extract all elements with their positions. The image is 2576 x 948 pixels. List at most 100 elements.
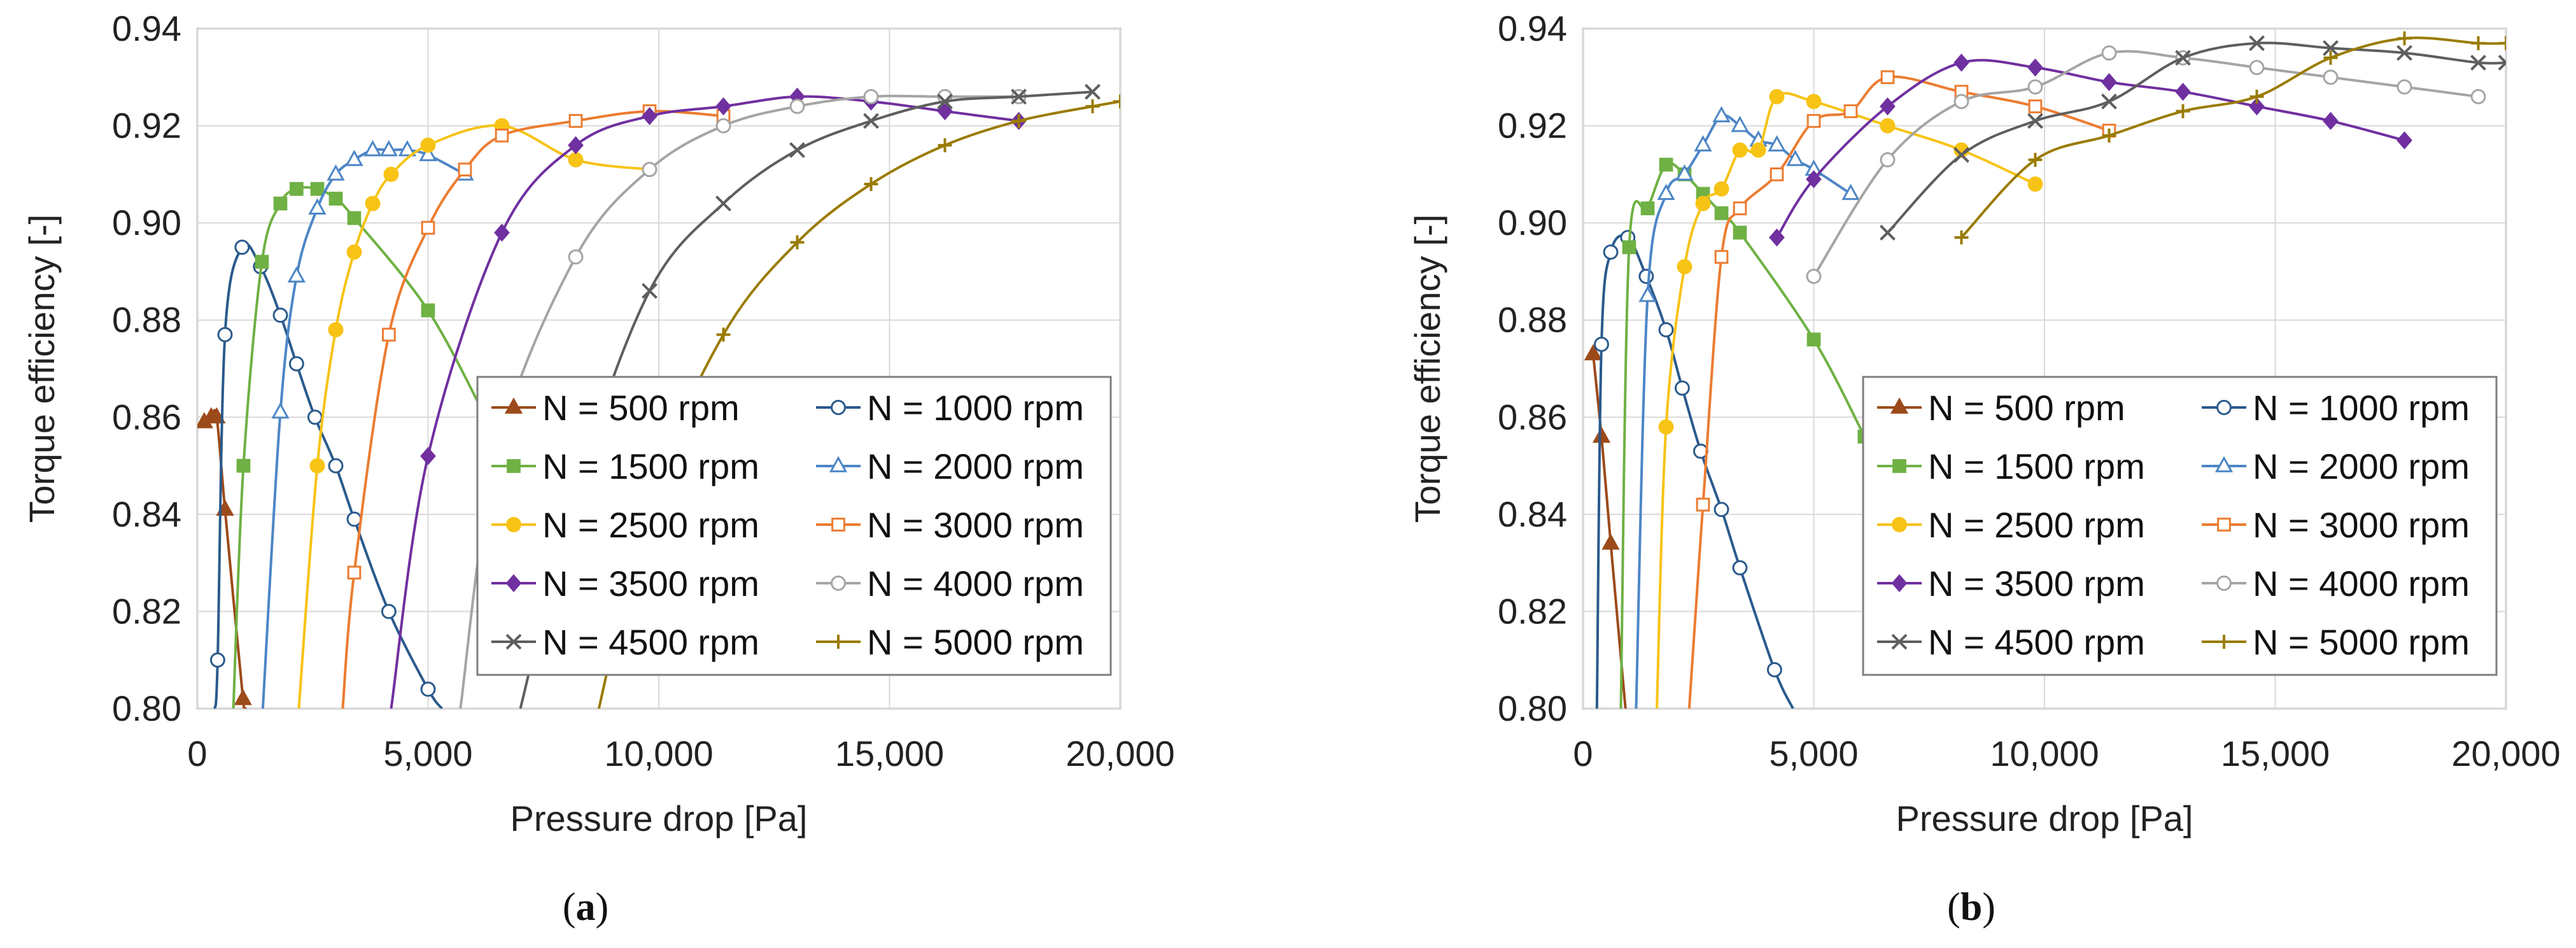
point-b-n-2000-rpm-8 — [1768, 135, 1786, 152]
point-a-n-1500-rpm-1 — [236, 458, 251, 473]
point-b-n-3000-rpm-9 — [2028, 99, 2043, 113]
point-b-n-4000-rpm-2 — [1953, 94, 1969, 110]
point-a-n-4500-rpm-3 — [715, 195, 731, 212]
point-a-n-3500-rpm-4 — [642, 107, 658, 125]
point-b-n-1000-rpm-1 — [1594, 336, 1609, 352]
legend-marker-a-n-3000-rpm — [831, 518, 845, 532]
point-a-n-1000-rpm-6 — [288, 356, 304, 372]
panel-a: 0.80 0.82 0.84 0.86 0.88 0.90 0.92 0.94 0 5,000 1… — [22, 8, 1175, 929]
point-a-n-2000-rpm-8 — [398, 139, 416, 157]
series-b-n-3500-rpm — [1769, 53, 2412, 247]
series-line-b-n-4500-rpm — [1887, 41, 2506, 234]
point-b-n-2500-rpm-4 — [1714, 181, 1729, 197]
legend-label-b-n-3500-rpm: N = 3500 rpm — [1928, 563, 2145, 604]
point-a-n-3000-rpm-6 — [568, 114, 583, 128]
series-line-a-n-1000-rpm — [213, 242, 443, 709]
point-b-n-5000-rpm-4 — [2249, 89, 2264, 104]
point-b-n-3500-rpm-8 — [2323, 111, 2339, 131]
y-tick-label-a-1: 0.82 — [112, 591, 181, 631]
legend-item-b-n-1500-rpm: N = 1500 rpm — [1877, 446, 2145, 486]
point-b-n-3500-rpm-1 — [1806, 170, 1822, 188]
legend-marker-b-n-2000-rpm — [2214, 456, 2234, 472]
y-tick-label-a-4: 0.88 — [112, 300, 181, 340]
legend-marker-a-n-1000-rpm — [831, 400, 846, 415]
y-tick-label-a-0: 0.80 — [112, 688, 181, 728]
point-b-n-2000-rpm-3 — [1675, 164, 1694, 181]
series-line-b-n-500-rpm — [1591, 353, 1627, 709]
x-tick-label-a-1: 5,000 — [383, 733, 472, 774]
x-tick-label-b-3: 15,000 — [2221, 733, 2330, 774]
legend-marker-a-n-1500-rpm — [507, 459, 521, 473]
series-line-b-n-5000-rpm — [1960, 36, 2506, 239]
series-b-n-500-rpm — [1584, 344, 1627, 709]
point-b-n-2500-rpm-2 — [1677, 258, 1693, 274]
point-b-n-1000-rpm-10 — [1766, 662, 1782, 677]
point-a-n-1500-rpm-7 — [347, 211, 362, 225]
point-b-n-1500-rpm-2 — [1640, 201, 1655, 216]
point-b-n-4000-rpm-3 — [2027, 79, 2043, 95]
legend-marker-b-n-1000-rpm — [2216, 400, 2232, 415]
legend-a: N = 500 rpm N = 1000 rpm N = 1500 rpm N = 2… — [476, 376, 1112, 676]
legend-marker-a-n-5000-rpm — [831, 635, 845, 649]
legend-label-b-n-2500-rpm: N = 2500 rpm — [1928, 505, 2145, 545]
x-tick-label-a-4: 20,000 — [1066, 733, 1174, 774]
point-a-n-2500-rpm-2 — [328, 322, 344, 337]
legend-label-b-n-4500-rpm: N = 4500 rpm — [1928, 622, 2145, 662]
legend-item-a-n-4000-rpm: N = 4000 rpm — [816, 563, 1084, 604]
point-a-n-5000-rpm-7 — [1085, 99, 1100, 114]
y-tick-label-a-7: 0.94 — [112, 8, 181, 48]
point-b-n-3500-rpm-0 — [1769, 228, 1785, 247]
point-b-n-2000-rpm-2 — [1657, 183, 1675, 201]
point-a-n-5000-rpm-2 — [716, 327, 731, 342]
point-b-n-2000-rpm-4 — [1694, 135, 1712, 152]
y-tick-label-a-3: 0.86 — [112, 397, 181, 437]
point-b-n-4500-rpm-7 — [2397, 45, 2412, 61]
x-tick-labels-a: 0 5,000 10,000 15,000 20,000 — [187, 733, 1174, 774]
point-a-n-1000-rpm-3 — [234, 239, 250, 255]
point-b-n-2500-rpm-3 — [1695, 195, 1711, 211]
point-b-n-5000-rpm-6 — [2397, 31, 2412, 46]
point-b-n-1500-rpm-8 — [1806, 332, 1821, 347]
point-a-n-2500-rpm-4 — [365, 195, 381, 211]
point-a-n-3000-rpm-2 — [382, 327, 396, 342]
series-line-b-n-4000-rpm — [1812, 50, 2479, 278]
x-tick-label-b-0: 0 — [1573, 733, 1593, 774]
point-a-n-1500-rpm-4 — [290, 181, 304, 196]
point-b-n-3500-rpm-6 — [2175, 82, 2191, 101]
point-a-n-3000-rpm-4 — [458, 162, 472, 177]
point-b-n-2000-rpm-1 — [1638, 285, 1657, 302]
point-a-n-2500-rpm-3 — [346, 244, 362, 260]
legend-label-b-n-5000-rpm: N = 5000 rpm — [2253, 622, 2470, 662]
point-a-n-1000-rpm-1 — [209, 652, 225, 668]
legend-box-b — [1862, 376, 2498, 676]
point-b-n-2500-rpm-7 — [1769, 88, 1785, 104]
point-a-n-4000-rpm-4 — [715, 118, 731, 134]
legend-label-a-n-2000-rpm: N = 2000 rpm — [867, 446, 1084, 486]
legend-marker-a-n-3500-rpm — [505, 574, 522, 593]
point-b-n-3000-rpm-6 — [1843, 104, 1858, 118]
point-a-n-3000-rpm-3 — [421, 220, 435, 235]
x-tick-labels-b: 0 5,000 10,000 15,000 20,000 — [1573, 733, 2560, 774]
point-a-n-1000-rpm-9 — [346, 511, 362, 527]
point-a-n-4500-rpm-7 — [1011, 88, 1027, 105]
point-a-n-3500-rpm-2 — [494, 223, 510, 242]
panel-b: 0.80 0.82 0.84 0.86 0.88 0.90 0.92 0.94 0 5,000 1… — [1407, 8, 2561, 929]
point-b-n-2000-rpm-6 — [1731, 115, 1749, 132]
point-a-n-2500-rpm-6 — [420, 138, 436, 153]
legend-item-a-n-3000-rpm: N = 3000 rpm — [816, 505, 1084, 545]
point-b-n-4000-rpm-7 — [2323, 69, 2339, 85]
legend-marker-a-n-4000-rpm — [831, 576, 846, 591]
point-b-n-3500-rpm-4 — [2027, 58, 2043, 77]
point-b-n-1000-rpm-8 — [1714, 502, 1729, 518]
point-b-n-4500-rpm-0 — [1880, 224, 1896, 241]
point-b-n-2500-rpm-9 — [1880, 118, 1896, 134]
panel-label-a: a — [576, 886, 596, 929]
point-b-n-4500-rpm-3 — [2101, 94, 2117, 110]
legend-item-b-n-5000-rpm: N = 5000 rpm — [2202, 622, 2470, 662]
series-b-n-5000-rpm — [1954, 31, 2506, 245]
point-a-n-2000-rpm-9 — [419, 145, 437, 162]
point-a-n-1500-rpm-8 — [421, 303, 435, 318]
point-a-n-1500-rpm-6 — [328, 192, 343, 206]
legend-item-b-n-2000-rpm: N = 2000 rpm — [2202, 446, 2470, 486]
y-tick-label-b-3: 0.86 — [1498, 397, 1567, 437]
